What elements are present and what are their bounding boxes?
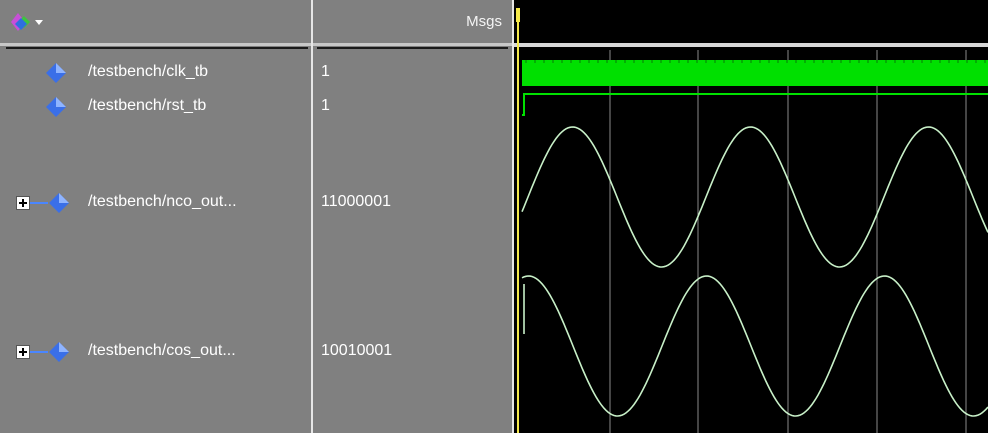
expand-cos-button[interactable] xyxy=(16,345,30,359)
reset-wave xyxy=(522,93,988,116)
signal-name-nco[interactable]: /testbench/nco_out... xyxy=(88,193,237,210)
names-header-divider xyxy=(6,47,308,49)
signal-name-rst[interactable]: /testbench/rst_tb xyxy=(88,97,207,114)
signal-value-nco: 11000001 xyxy=(321,193,391,210)
cursor-handle xyxy=(516,8,520,22)
msgs-label: Msgs xyxy=(466,13,502,30)
values-header-divider xyxy=(317,47,508,49)
waveform-pane[interactable] xyxy=(514,0,988,433)
signal-value-clk: 1 xyxy=(321,63,330,80)
tree-connector xyxy=(30,351,48,353)
signal-value-cos: 10010001 xyxy=(321,342,393,359)
waveform-canvas[interactable] xyxy=(514,0,988,433)
clock-wave xyxy=(522,60,988,86)
signal-name-clk[interactable]: /testbench/clk_tb xyxy=(88,63,209,80)
signal-diamond-icon xyxy=(49,342,69,362)
signal-names-pane: /testbench/clk_tb /testbench/rst_tb /tes… xyxy=(0,0,312,433)
expand-nco-button[interactable] xyxy=(16,196,30,210)
names-header xyxy=(0,0,312,46)
pane-splitter[interactable] xyxy=(311,0,313,433)
signal-diamond-icon xyxy=(46,63,66,83)
tree-connector xyxy=(30,202,48,204)
cos-wave xyxy=(521,275,988,417)
wave-header-strip xyxy=(514,43,988,47)
signal-name-cos[interactable]: /testbench/cos_out... xyxy=(88,342,236,359)
nco-sine-wave xyxy=(521,126,988,268)
wave-signal-icon[interactable] xyxy=(8,10,46,34)
wave-header xyxy=(514,0,988,43)
signal-diamond-icon xyxy=(49,193,69,213)
signal-diamond-icon xyxy=(46,97,66,117)
values-header: Msgs xyxy=(313,0,512,46)
pane-splitter[interactable] xyxy=(512,0,514,433)
signal-value-rst: 1 xyxy=(321,97,330,114)
signal-values-pane: Msgs 1 1 11000001 10010001 xyxy=(313,0,512,433)
